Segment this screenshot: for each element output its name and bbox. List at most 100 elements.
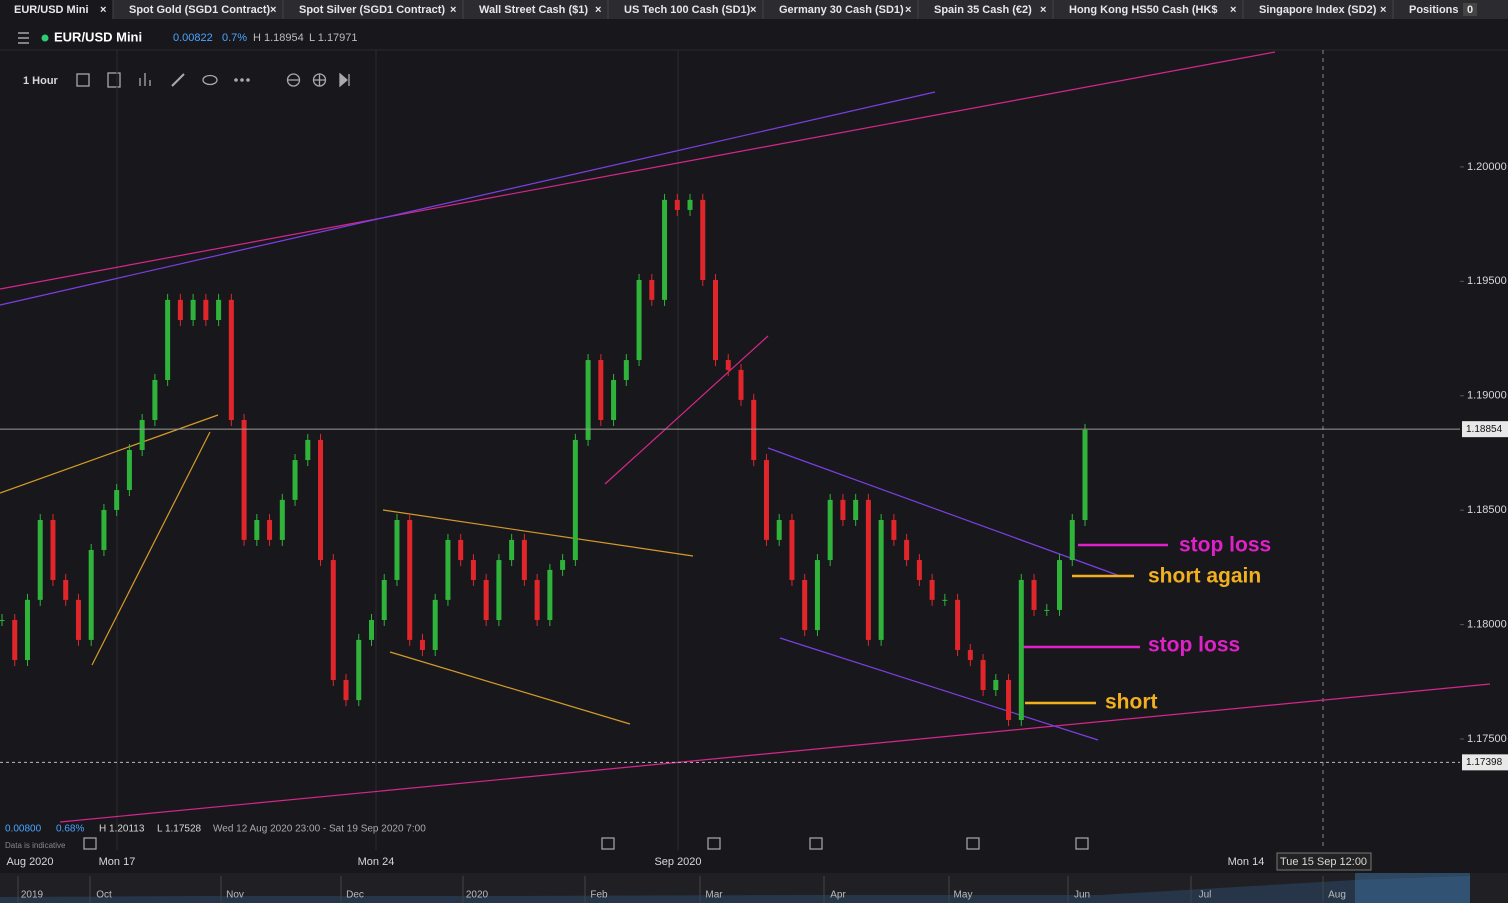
candle-body bbox=[993, 679, 999, 691]
tab-label[interactable]: Germany 30 Cash (SD1) bbox=[779, 4, 904, 16]
tool-draw[interactable] bbox=[171, 73, 185, 87]
navigator-label: Nov bbox=[226, 890, 244, 901]
x-tick-label: Mon 14 bbox=[1228, 856, 1265, 868]
candle-body bbox=[814, 560, 820, 631]
zoom-out[interactable] bbox=[286, 73, 301, 87]
range-change-pct: 0.68% bbox=[56, 824, 84, 835]
candle-body bbox=[1057, 560, 1063, 610]
candle-body bbox=[254, 520, 260, 540]
navigator-label: May bbox=[954, 890, 973, 901]
candle-body bbox=[445, 539, 451, 600]
tab-close[interactable]: × bbox=[750, 4, 756, 16]
candle-body bbox=[63, 579, 69, 600]
price-box bbox=[1462, 754, 1508, 771]
candles bbox=[0, 193, 1088, 727]
status-dot bbox=[41, 34, 49, 42]
annotation: short again bbox=[1148, 565, 1261, 588]
candle-body bbox=[700, 199, 706, 280]
tab-label[interactable]: Spot Gold (SGD1 Contract) bbox=[129, 4, 271, 16]
candle-body bbox=[75, 599, 81, 640]
tool-chart-type[interactable] bbox=[76, 73, 90, 87]
trend-line bbox=[389, 651, 631, 725]
candle-body bbox=[241, 420, 247, 540]
tab-close[interactable]: × bbox=[270, 4, 276, 16]
tab-close[interactable]: × bbox=[450, 4, 456, 16]
candle-body bbox=[152, 379, 158, 421]
navigator-label: Jul bbox=[1199, 890, 1212, 901]
tab-close[interactable]: × bbox=[1040, 4, 1046, 16]
menu-icon[interactable] bbox=[18, 32, 29, 44]
candle-body bbox=[1082, 429, 1088, 521]
candle-body bbox=[547, 569, 553, 621]
candle-body bbox=[50, 520, 56, 580]
vertical-grid bbox=[116, 50, 679, 850]
trend-line bbox=[91, 431, 211, 666]
candle-body bbox=[776, 520, 782, 540]
candle-body bbox=[738, 369, 744, 400]
high: H 1.18954 bbox=[253, 32, 304, 44]
tool-studies[interactable] bbox=[139, 73, 151, 86]
navigator-label: Feb bbox=[590, 890, 608, 901]
tab-label[interactable]: Hong Kong HS50 Cash (HK$ bbox=[1069, 4, 1218, 16]
tab-label[interactable]: EUR/USD Mini bbox=[14, 4, 89, 16]
annotation: stop loss bbox=[1148, 634, 1240, 657]
navigator-label: Oct bbox=[96, 890, 112, 901]
candle-body bbox=[203, 299, 209, 321]
candle-body bbox=[381, 579, 387, 621]
crosshair-label: Tue 15 Sep 12:00 bbox=[1280, 856, 1367, 868]
active-tab[interactable] bbox=[0, 0, 113, 19]
candle-body bbox=[407, 520, 413, 640]
tool-view[interactable] bbox=[202, 74, 218, 86]
candle-body bbox=[114, 490, 120, 510]
trend-line bbox=[0, 414, 219, 494]
tab-label[interactable]: Singapore Index (SD2) bbox=[1259, 4, 1377, 16]
candle-body bbox=[88, 549, 94, 640]
candle-body bbox=[139, 420, 145, 450]
tab-label[interactable]: Positions bbox=[1409, 4, 1459, 16]
candle-body bbox=[368, 620, 374, 640]
candle-body bbox=[394, 520, 400, 580]
trend-line bbox=[779, 637, 1099, 741]
tab-close[interactable]: × bbox=[905, 4, 911, 16]
candle-body bbox=[904, 539, 910, 561]
candle-body bbox=[267, 520, 273, 540]
tool-go-latest[interactable] bbox=[339, 72, 350, 88]
tool-zoom[interactable] bbox=[288, 73, 326, 87]
navigator-window[interactable] bbox=[1355, 873, 1470, 903]
tab-close[interactable]: × bbox=[1380, 4, 1386, 16]
candle-body bbox=[521, 539, 527, 580]
tab-label[interactable]: Spot Silver (SGD1 Contract) bbox=[299, 4, 445, 16]
candle-body bbox=[534, 579, 540, 621]
candle-body bbox=[751, 399, 757, 461]
annotation: short bbox=[1105, 691, 1158, 714]
crosshair-label-box bbox=[1276, 852, 1372, 871]
candle-body bbox=[916, 560, 922, 580]
tab-label[interactable]: US Tech 100 Cash (SD1) bbox=[624, 4, 751, 16]
candle-body bbox=[165, 299, 171, 380]
navigator-label: Jun bbox=[1074, 890, 1090, 901]
zoom-in[interactable] bbox=[312, 73, 327, 87]
tool-more[interactable] bbox=[234, 78, 250, 82]
tab-close[interactable]: × bbox=[1230, 4, 1236, 16]
candle-body bbox=[891, 520, 897, 540]
tab-close[interactable]: × bbox=[595, 4, 601, 16]
change: 0.00822 bbox=[173, 32, 213, 44]
range-change: 0.00800 bbox=[5, 824, 42, 835]
candle-body bbox=[980, 660, 986, 691]
navigator-label: Mar bbox=[705, 890, 723, 901]
candle-body bbox=[713, 279, 719, 361]
tab-label[interactable]: Wall Street Cash ($1) bbox=[479, 4, 588, 16]
trend-line bbox=[59, 683, 1491, 823]
tool-indicators[interactable] bbox=[107, 72, 121, 88]
tab-close[interactable]: × bbox=[100, 4, 106, 16]
interval[interactable]: 1 Hour bbox=[23, 75, 59, 87]
tab-label[interactable]: Spain 35 Cash (€2) bbox=[934, 4, 1032, 16]
candle-body bbox=[1006, 679, 1012, 721]
positions-count: 0 bbox=[1467, 4, 1473, 16]
candle-body bbox=[470, 560, 476, 580]
change-pct: 0.7% bbox=[222, 32, 247, 44]
candle-body bbox=[190, 299, 196, 321]
y-tick-label: 1.20000 bbox=[1467, 161, 1507, 173]
